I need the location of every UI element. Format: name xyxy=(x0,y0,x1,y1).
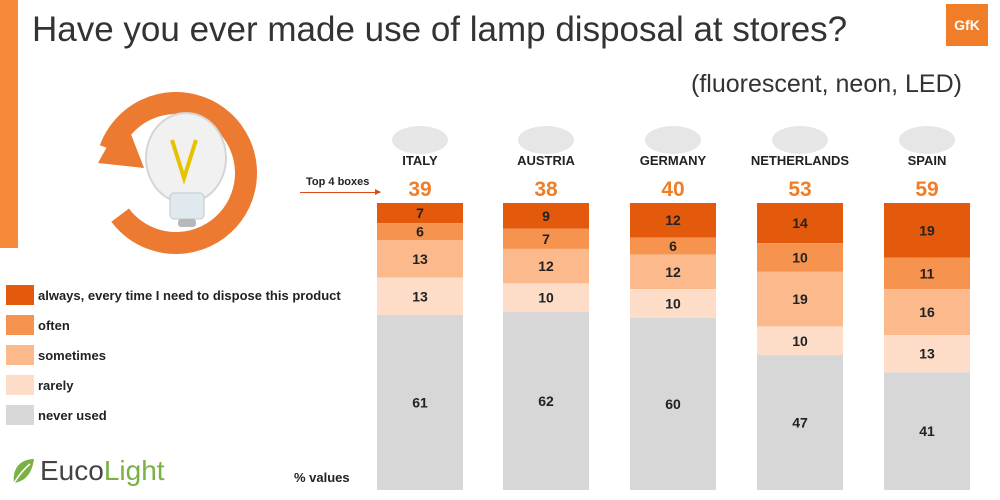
data-label-sometimes: 13 xyxy=(412,251,428,267)
bar-segment-always xyxy=(503,203,589,229)
bar-segment-always xyxy=(757,203,843,244)
chart-legend: always, every time I need to dispose thi… xyxy=(6,280,341,430)
legend-label: rarely xyxy=(38,377,74,393)
units-note: % values xyxy=(294,470,350,485)
country-label: SPAIN xyxy=(908,153,947,168)
bar-segment-rarely xyxy=(884,335,970,373)
data-label-always: 12 xyxy=(665,212,681,228)
country-map-silhouette xyxy=(518,126,574,154)
data-label-never: 62 xyxy=(538,393,554,409)
data-label-always: 9 xyxy=(542,208,550,224)
legend-label: sometimes xyxy=(38,347,106,363)
country-label: NETHERLANDS xyxy=(751,153,850,168)
data-label-often: 6 xyxy=(416,224,424,240)
top4-value: 40 xyxy=(661,178,684,201)
gfk-logo: GfK xyxy=(946,4,988,46)
eucolight-wordmark: EucoLight xyxy=(40,455,165,487)
legend-swatch xyxy=(6,375,34,395)
legend-swatch xyxy=(6,315,34,335)
data-label-sometimes: 12 xyxy=(665,264,681,280)
data-label-rarely: 13 xyxy=(919,346,935,362)
data-label-never: 61 xyxy=(412,394,428,410)
country-label: AUSTRIA xyxy=(517,153,575,168)
legend-item-always: always, every time I need to dispose thi… xyxy=(6,280,341,310)
legend-swatch xyxy=(6,285,34,305)
page-title: Have you ever made use of lamp disposal … xyxy=(32,10,848,49)
data-label-rarely: 10 xyxy=(538,290,554,306)
legend-item-rarely: rarely xyxy=(6,370,341,400)
legend-swatch xyxy=(6,405,34,425)
country-label: GERMANY xyxy=(640,153,707,168)
data-label-often: 11 xyxy=(920,265,935,281)
eucolight-wordmark-a: Euco xyxy=(40,455,104,486)
bar-segment-often xyxy=(757,243,843,272)
accent-side-bar xyxy=(0,0,18,248)
data-label-sometimes: 16 xyxy=(919,304,935,320)
data-label-always: 7 xyxy=(416,205,424,221)
eucolight-wordmark-b: Light xyxy=(103,455,165,486)
eucolight-logo: EucoLight xyxy=(10,455,165,487)
data-label-often: 7 xyxy=(542,231,550,247)
country-map-silhouette xyxy=(645,126,701,154)
data-label-rarely: 10 xyxy=(792,333,808,349)
bar-segment-rarely xyxy=(757,326,843,356)
data-label-always: 14 xyxy=(792,215,808,231)
data-label-never: 60 xyxy=(665,396,681,412)
eucolight-leaf-icon xyxy=(13,459,34,484)
data-label-never: 41 xyxy=(919,423,935,439)
bar-segment-sometimes xyxy=(757,271,843,327)
bar-segment-sometimes xyxy=(377,240,463,278)
data-label-rarely: 10 xyxy=(665,295,681,311)
bar-segment-always xyxy=(377,203,463,224)
top4-arrow-icon xyxy=(300,189,381,195)
data-label-sometimes: 19 xyxy=(792,291,808,307)
legend-item-never: never used xyxy=(6,400,341,430)
legend-swatch xyxy=(6,345,34,365)
bar-segment-never xyxy=(377,314,463,490)
bar-segment-often xyxy=(630,237,716,255)
legend-label: always, every time I need to dispose thi… xyxy=(38,287,341,303)
top4-value: 39 xyxy=(408,178,431,201)
data-label-sometimes: 12 xyxy=(538,258,554,274)
data-label-often: 10 xyxy=(792,250,808,266)
bar-segment-never xyxy=(884,372,970,490)
legend-label: never used xyxy=(38,407,107,423)
top4-value: 38 xyxy=(534,178,558,201)
legend-item-sometimes: sometimes xyxy=(6,340,341,370)
legend-item-often: often xyxy=(6,310,341,340)
bar-segment-rarely xyxy=(630,289,716,318)
bar-segment-sometimes xyxy=(630,254,716,290)
legend-label: often xyxy=(38,317,70,333)
data-label-rarely: 13 xyxy=(412,288,428,304)
top4-label: Top 4 boxes xyxy=(306,176,370,188)
bar-segment-often xyxy=(503,228,589,249)
bar-segment-often xyxy=(884,257,970,290)
data-label-never: 47 xyxy=(792,415,808,431)
page-subtitle: (fluorescent, neon, LED) xyxy=(691,70,962,98)
country-label: ITALY xyxy=(402,153,438,168)
data-label-often: 6 xyxy=(669,238,677,254)
bar-segment-always xyxy=(630,203,716,238)
top4-value: 53 xyxy=(788,178,811,201)
lamp-recycle-icon xyxy=(95,92,257,254)
bar-segment-never xyxy=(503,312,589,490)
country-map-silhouette xyxy=(392,126,448,154)
bar-segment-never xyxy=(630,317,716,490)
bar-segment-sometimes xyxy=(884,289,970,336)
bar-segment-often xyxy=(377,223,463,241)
bar-segment-sometimes xyxy=(503,248,589,284)
bar-segment-always xyxy=(884,203,970,258)
bar-segment-rarely xyxy=(503,283,589,313)
country-map-silhouette xyxy=(772,126,828,154)
data-label-always: 19 xyxy=(919,222,935,238)
bar-segment-never xyxy=(757,355,843,490)
top4-value: 59 xyxy=(915,178,938,201)
country-map-silhouette xyxy=(899,126,955,154)
bar-segment-rarely xyxy=(377,277,463,315)
